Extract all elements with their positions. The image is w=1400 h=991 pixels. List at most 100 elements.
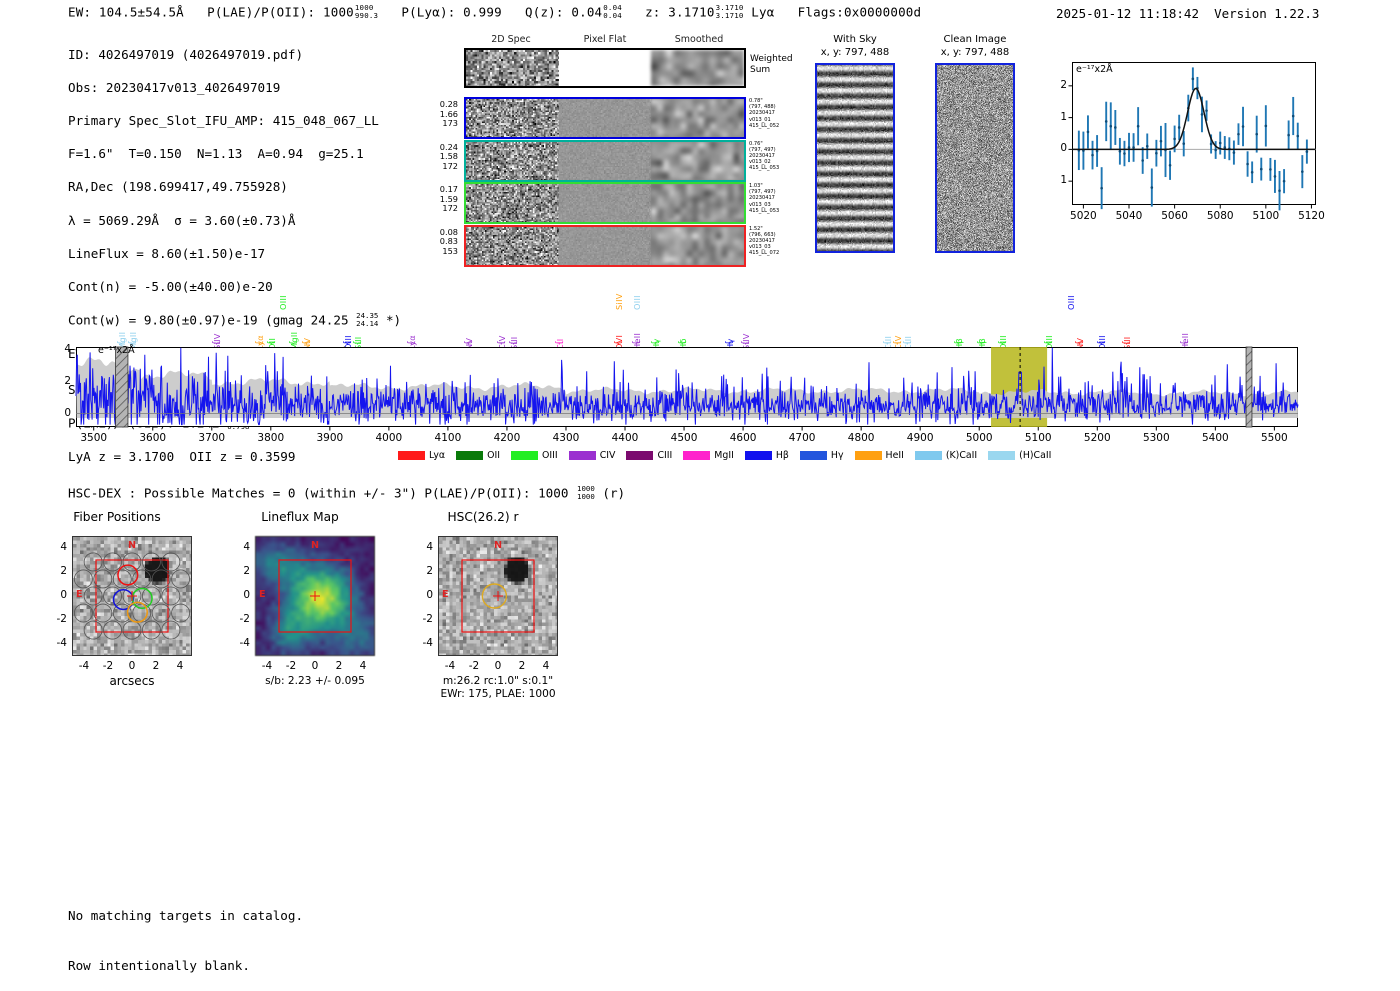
cutout-image-0	[72, 536, 192, 656]
compass-east-label: E	[442, 589, 449, 600]
cutout-xtick: 0	[128, 660, 136, 672]
legend-swatch	[568, 451, 596, 460]
emission-line-label: OIII	[277, 295, 288, 310]
spec2d-row-stat: 1.58	[439, 151, 458, 162]
weighted-sum-label-line-1: Sum	[750, 64, 771, 75]
emission-line-brace-icon: {	[997, 340, 1008, 346]
legend-item-OIII: OIII	[511, 450, 558, 461]
legend-label: (H)CaII	[1019, 450, 1052, 461]
bottom-note-line1: No matching targets in catalog.	[68, 908, 304, 924]
header-summary-line: EW: 104.5±54.5Å P(LAE)/P(OII): 1000 1000 9…	[68, 3, 921, 20]
emission-line-label: SiIV	[614, 293, 625, 310]
weighted-sum-label: Weighted Sum	[750, 54, 793, 75]
full-plot-unit-label: e⁻¹⁷x2Å	[98, 345, 135, 356]
legend-label: HeII	[885, 450, 904, 461]
emission-line-brace-icon: {	[631, 340, 642, 346]
emission-line-brace-icon: {	[1179, 340, 1190, 346]
cutout-title-2: HSC(26.2) r	[447, 510, 519, 524]
spec2d-row-meta-3: 1.52" (796, 663) 20230417 v013_03 415_LL_072	[749, 226, 779, 257]
spec2d-row-meta-line: 20230417	[749, 152, 775, 159]
datetime-text: 2025-01-12 11:18:42	[1056, 6, 1199, 21]
emission-line-brace-icon: {	[882, 340, 893, 346]
full-plot-xtick: 4500	[670, 432, 698, 444]
spec2d-row-meta-line: 415_LL_053	[749, 207, 780, 214]
emission-line-brace-icon: {	[289, 340, 300, 346]
z-value: 3.1710	[668, 4, 715, 20]
full-plot-xtick: 4800	[847, 432, 875, 444]
info-primary-spec: Primary Spec_Slot_IFU_AMP: 415_048_067_L…	[68, 112, 379, 128]
cutout-image-1	[255, 536, 375, 656]
zoom-plot-xtick: 5100	[1252, 210, 1280, 222]
emission-line-label: OIII	[631, 295, 642, 310]
emission-line-brace-icon: {	[725, 340, 736, 346]
spec2d-row-meta-line: v013_01	[749, 116, 771, 123]
emission-line-brace-icon: {	[953, 340, 964, 346]
hscdex-plae-range: 1000 1000	[577, 484, 595, 501]
legend-label: CIII	[657, 450, 673, 461]
version-text: Version 1.22.3	[1214, 6, 1320, 21]
spec2d-row-1	[464, 139, 746, 182]
compass-north-label: N	[494, 540, 503, 551]
emission-line-brace-icon: {	[903, 340, 914, 346]
cutout-ytick: -2	[422, 613, 433, 625]
cutout-xtick: -4	[78, 660, 90, 672]
emission-line-brace-icon: {	[302, 340, 313, 346]
legend-swatch	[398, 451, 425, 460]
spec2d-row-meta-1: 0.76" (797, 497) 20230417 v013_02 415_LL_053	[749, 141, 779, 172]
full-spectrum-plot: 3500 3600 3700 3800 3900 4000 4100 4200 4300 4400…	[64, 343, 1299, 444]
emission-line-brace-icon: {	[1121, 340, 1132, 346]
sky-panel-image-1	[935, 63, 1015, 253]
cutout-ytick: 4	[426, 541, 433, 553]
spec2d-row-stats-3: 0.08 0.83 153	[430, 227, 458, 257]
cutout-xtick: 0	[311, 660, 319, 672]
z-range: 3.1710 3.1710	[715, 3, 744, 20]
cutout-ytick: -2	[56, 613, 67, 625]
hscdex-text: HSC-DEX : Possible Matches = 0 (within +…	[68, 485, 576, 501]
sky-panel-coords: x, y: 797, 488	[820, 46, 890, 58]
cutout-xtick: -2	[468, 660, 480, 672]
sky-panel-name: With Sky	[833, 34, 877, 45]
info-radec: RA,Dec (198.699417,49.755928)	[68, 179, 288, 195]
full-plot-xtick: 3900	[316, 432, 344, 444]
cutout-ytick: 2	[243, 565, 250, 577]
zoom-plot-ytick: 1	[1060, 174, 1067, 187]
spec2d-row-meta-line: (797, 497)	[749, 146, 776, 153]
hscdex-suffix: (r)	[594, 485, 626, 501]
sky-clean-panel-group: With Sky x, y: 797, 488 Clean Image x, y: 7…	[815, 34, 1030, 254]
info-seeing: F=1.6" T=0.150 N=1.13 A=0.94 g=25.1	[68, 146, 364, 162]
cutout-ytick: 2	[426, 565, 433, 577]
zoom-plot-ytick: 1	[1060, 110, 1067, 123]
spec2d-row-meta-line: (796, 663)	[749, 231, 776, 238]
emission-line-brace-icon: {	[342, 340, 353, 346]
qz-label: Q(z):	[525, 4, 564, 20]
cutout-ytick: 0	[243, 589, 250, 601]
legend-swatch	[799, 451, 827, 460]
cutout-xlabel: arcsecs	[109, 674, 155, 688]
legend-swatch	[626, 451, 654, 460]
spec2d-row-stat: 172	[442, 203, 458, 214]
cutout-ytick: 0	[426, 589, 433, 601]
emission-line-brace-icon: {	[407, 340, 418, 346]
emission-line-label-row: MgII{MgII{SiIV{Lyα{OII{OIII MgII{NV{OIII{…	[60, 266, 1340, 352]
legend-swatch	[683, 451, 711, 460]
bottom-note-line2: Row intentionally blank.	[68, 957, 250, 973]
legend-label: OII	[487, 450, 501, 461]
legend-swatch	[456, 451, 484, 460]
legend-label: Lyα	[429, 450, 446, 461]
spec2d-row-stats-1: 0.24 1.58 172	[430, 142, 458, 172]
bottom-note-block: No matching targets in catalog. Row inte…	[68, 875, 303, 991]
legend-item-(K)CaII: (K)CaII	[914, 450, 977, 461]
spec2d-col-title-0: 2D Spec	[491, 34, 531, 45]
cutout-title-0: Fiber Positions	[73, 510, 161, 524]
full-plot-svg	[75, 346, 1299, 431]
spec2d-row-meta-line: v013_03	[749, 244, 771, 251]
legend-label: OIII	[542, 450, 558, 461]
zoom-plot-xtick: 5040	[1115, 210, 1143, 222]
emission-line-label: OIII	[1065, 295, 1076, 310]
emission-line-brace-icon: {	[266, 340, 277, 346]
legend-swatch	[988, 451, 1016, 460]
cutout-xtick: -4	[444, 660, 456, 672]
spec2d-row-meta-0: 0.78" (797, 488) 20230417 v013_01 415_LL_052	[749, 98, 779, 129]
legend-label: Hγ	[830, 450, 844, 461]
emission-line-brace-icon: {	[464, 340, 475, 346]
